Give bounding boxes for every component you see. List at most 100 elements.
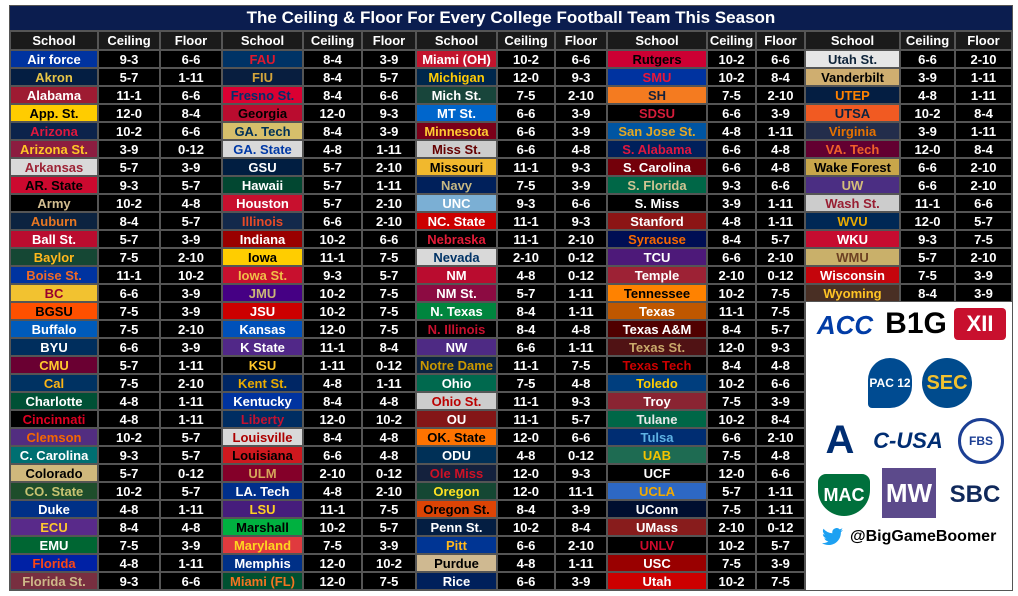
school-cell: Texas Tech: [608, 357, 706, 373]
floor-cell: 2-10: [556, 87, 606, 103]
ceiling-cell: 7-5: [901, 267, 954, 283]
school-cell: Liberty: [223, 411, 302, 427]
floor-cell: 7-5: [757, 303, 804, 319]
floor-cell: 7-5: [363, 321, 415, 337]
school-cell: Arizona: [11, 123, 97, 139]
school-cell: UAB: [608, 447, 706, 463]
logo-big-ten: B1G: [885, 307, 947, 340]
floor-cell: 5-7: [363, 69, 415, 85]
floor-cell: 1-11: [956, 87, 1011, 103]
school-cell: LSU: [223, 501, 302, 517]
column-header: School: [417, 32, 496, 49]
school-cell: S. Alabama: [608, 141, 706, 157]
school-cell: Florida St.: [11, 573, 97, 589]
ceiling-cell: 12-0: [304, 573, 361, 589]
school-cell: S. Florida: [608, 177, 706, 193]
school-cell: Iowa St.: [223, 267, 302, 283]
ceiling-cell: 11-1: [99, 267, 159, 283]
floor-cell: 9-3: [556, 69, 606, 85]
floor-cell: 5-7: [363, 267, 415, 283]
school-cell: ULM: [223, 465, 302, 481]
ceiling-cell: 5-7: [304, 177, 361, 193]
ceiling-cell: 10-2: [304, 519, 361, 535]
ceiling-cell: 12-0: [708, 465, 755, 481]
school-cell: Auburn: [11, 213, 97, 229]
floor-cell: 3-9: [363, 537, 415, 553]
school-cell: Charlotte: [11, 393, 97, 409]
ceiling-cell: 10-2: [498, 51, 554, 67]
ceiling-cell: 7-5: [708, 393, 755, 409]
school-cell: Baylor: [11, 249, 97, 265]
school-cell: Texas: [608, 303, 706, 319]
school-cell: Kent St.: [223, 375, 302, 391]
school-cell: Georgia: [223, 105, 302, 121]
floor-cell: 4-8: [757, 141, 804, 157]
ceiling-cell: 9-3: [304, 267, 361, 283]
floor-cell: 3-9: [956, 267, 1011, 283]
school-cell: Clemson: [11, 429, 97, 445]
floor-cell: 1-11: [956, 69, 1011, 85]
column-header: Floor: [161, 32, 221, 49]
ceiling-cell: 10-2: [304, 303, 361, 319]
floor-cell: 4-8: [757, 447, 804, 463]
school-cell: Texas A&M: [608, 321, 706, 337]
floor-cell: 4-8: [161, 519, 221, 535]
ceiling-cell: 12-0: [708, 339, 755, 355]
school-cell: UCLA: [608, 483, 706, 499]
column-header: School: [608, 32, 706, 49]
floor-cell: 6-6: [556, 195, 606, 211]
school-cell: Cal: [11, 375, 97, 391]
ceiling-cell: 7-5: [708, 501, 755, 517]
ceiling-cell: 8-4: [304, 51, 361, 67]
school-cell: Ohio: [417, 375, 496, 391]
school-cell: Air force: [11, 51, 97, 67]
school-cell: Army: [11, 195, 97, 211]
ceiling-cell: 11-1: [304, 249, 361, 265]
school-cell: Oregon St.: [417, 501, 496, 517]
ceiling-cell: 6-6: [99, 339, 159, 355]
ceiling-cell: 8-4: [498, 321, 554, 337]
school-cell: GA. State: [223, 141, 302, 157]
ceiling-cell: 2-10: [304, 465, 361, 481]
school-cell: C. Carolina: [11, 447, 97, 463]
school-cell: Louisiana: [223, 447, 302, 463]
ceiling-cell: 2-10: [498, 249, 554, 265]
ceiling-cell: 7-5: [708, 87, 755, 103]
ceiling-cell: 4-8: [304, 141, 361, 157]
ceiling-cell: 7-5: [99, 303, 159, 319]
floor-cell: 3-9: [161, 303, 221, 319]
floor-cell: 4-8: [363, 393, 415, 409]
floor-cell: 2-10: [757, 87, 804, 103]
school-cell: Cincinnati: [11, 411, 97, 427]
school-cell: OU: [417, 411, 496, 427]
school-cell: Penn St.: [417, 519, 496, 535]
floor-cell: 8-4: [556, 519, 606, 535]
school-cell: Rice: [417, 573, 496, 589]
ceiling-cell: 5-7: [99, 465, 159, 481]
ceiling-cell: 3-9: [708, 195, 755, 211]
school-cell: BYU: [11, 339, 97, 355]
floor-cell: 8-4: [757, 411, 804, 427]
twitter-icon: [822, 528, 843, 546]
ceiling-cell: 12-0: [304, 555, 361, 571]
school-cell: Missouri: [417, 159, 496, 175]
ceiling-cell: 2-10: [708, 267, 755, 283]
ceiling-cell: 8-4: [901, 285, 954, 301]
floor-cell: 6-6: [556, 429, 606, 445]
floor-cell: 3-9: [556, 177, 606, 193]
ceiling-cell: 10-2: [498, 519, 554, 535]
floor-cell: 0-12: [161, 465, 221, 481]
floor-cell: 9-3: [363, 105, 415, 121]
school-cell: Oregon: [417, 483, 496, 499]
school-cell: Nevada: [417, 249, 496, 265]
school-cell: OK. State: [417, 429, 496, 445]
school-cell: UMass: [608, 519, 706, 535]
ceiling-cell: 11-1: [498, 159, 554, 175]
column-header: Floor: [956, 32, 1011, 49]
school-cell: USC: [608, 555, 706, 571]
school-cell: App. St.: [11, 105, 97, 121]
school-cell: SDSU: [608, 105, 706, 121]
floor-cell: 4-8: [363, 447, 415, 463]
floor-cell: 5-7: [556, 411, 606, 427]
twitter-handle: @BigGameBoomer: [822, 524, 1008, 550]
